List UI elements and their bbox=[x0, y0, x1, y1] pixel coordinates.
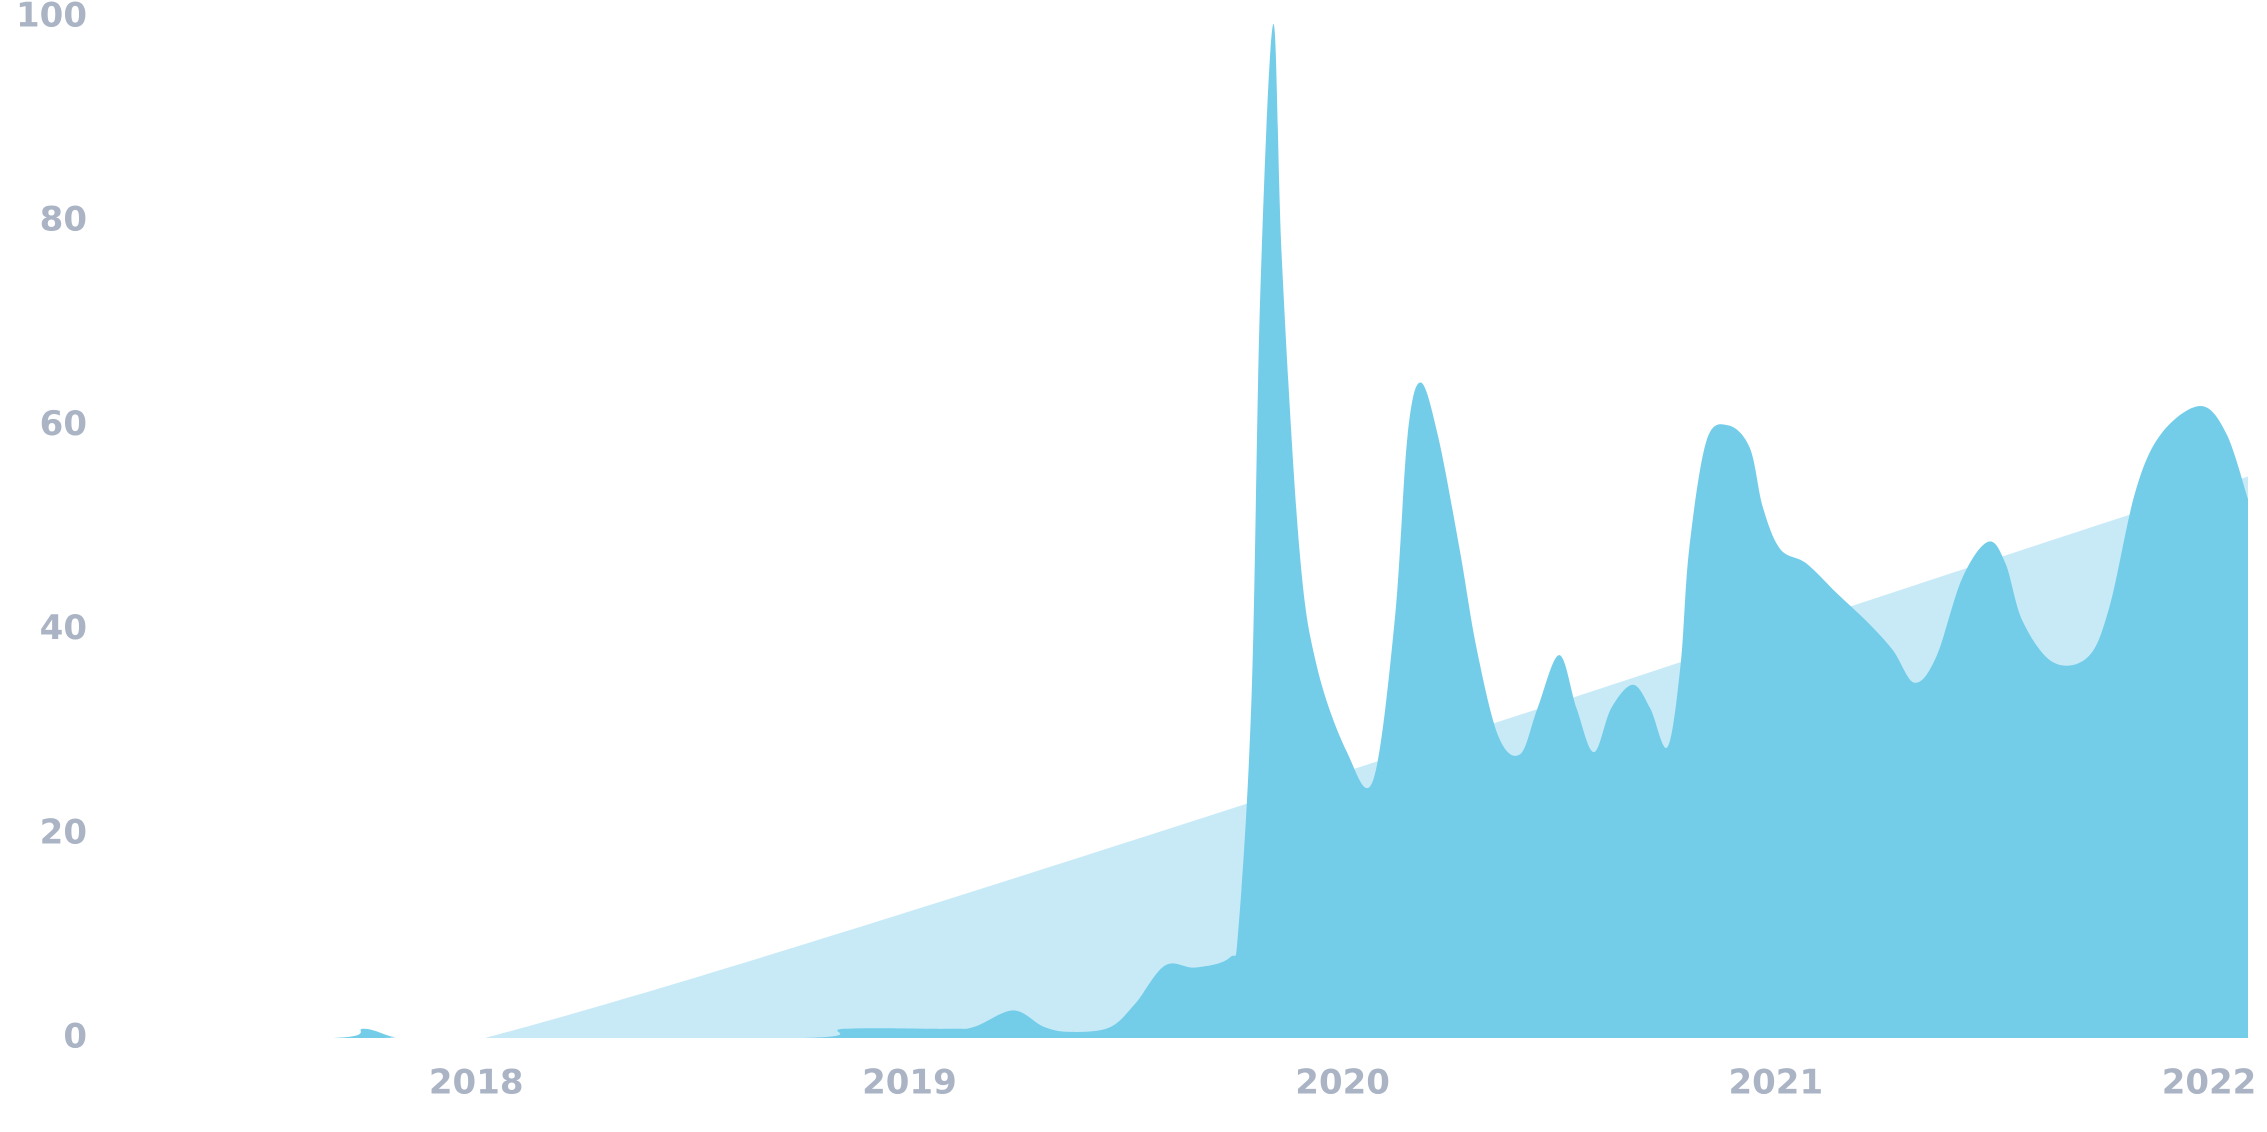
y-tick-label: 60 bbox=[40, 404, 87, 444]
x-tick-label: 2020 bbox=[1295, 1063, 1390, 1103]
y-tick-label: 100 bbox=[16, 0, 87, 36]
y-tick-label: 40 bbox=[40, 608, 87, 648]
area bbox=[108, 24, 2248, 1038]
y-tick-label: 80 bbox=[40, 200, 87, 240]
y-tick-label: 0 bbox=[63, 1017, 87, 1057]
x-tick-label: 2022 bbox=[2162, 1063, 2257, 1103]
x-tick-label: 2021 bbox=[1728, 1063, 1823, 1103]
y-tick-label: 20 bbox=[40, 812, 87, 852]
x-tick-label: 2018 bbox=[429, 1063, 524, 1103]
x-tick-label: 2019 bbox=[862, 1063, 957, 1103]
